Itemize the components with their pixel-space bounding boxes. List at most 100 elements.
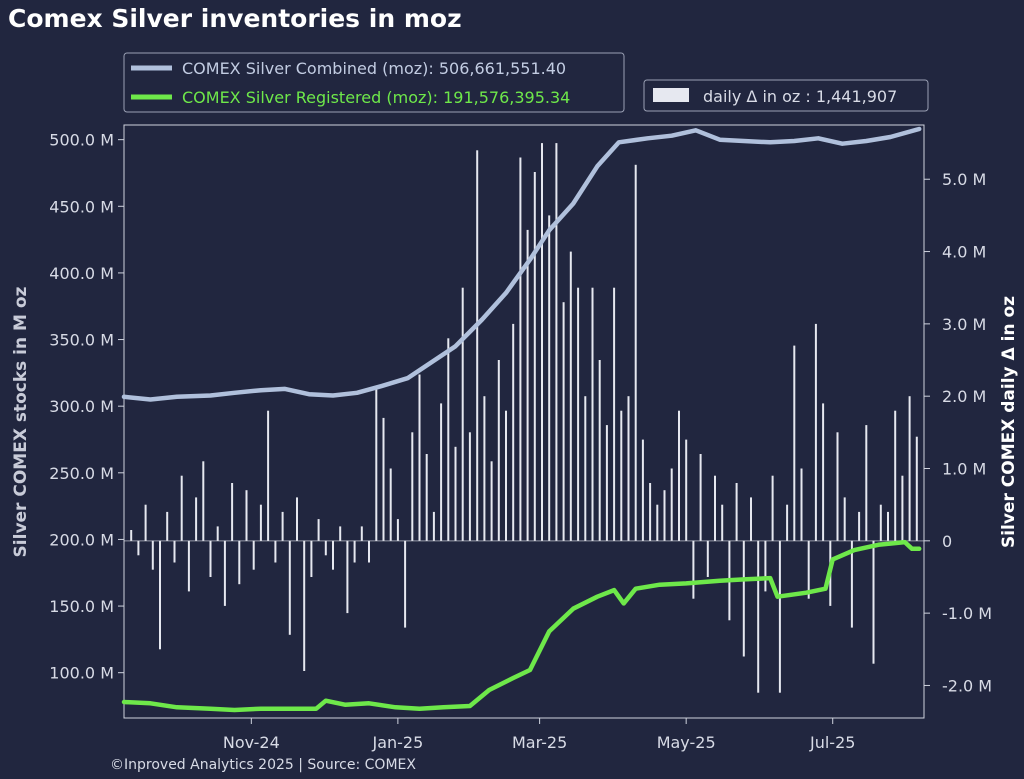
left-tick-label: 450.0 M [49, 197, 114, 216]
daily-delta-bar [533, 172, 536, 541]
left-tick-label: 500.0 M [49, 131, 114, 150]
daily-delta-bar [425, 454, 428, 541]
daily-delta-bar [627, 396, 630, 541]
daily-delta-bar [137, 540, 140, 556]
daily-delta-bar [541, 143, 543, 541]
left-tick-label: 400.0 M [49, 264, 114, 283]
daily-delta-bar [894, 410, 897, 541]
daily-delta-bar [915, 436, 918, 541]
daily-delta-bar [908, 396, 911, 541]
registered-line [121, 539, 922, 713]
legend-bars-swatch [653, 88, 689, 102]
daily-delta-bar [180, 475, 183, 541]
daily-delta-bar [382, 417, 385, 541]
daily-delta-bar [238, 540, 241, 585]
daily-delta-bar [497, 360, 500, 541]
daily-delta-bar [548, 215, 551, 541]
footer-credit: ©Inproved Analytics 2025 | Source: COMEX [110, 757, 416, 773]
daily-delta-bar [339, 526, 342, 541]
daily-delta-bar [584, 396, 587, 541]
daily-delta-bar [901, 475, 904, 541]
daily-delta-bar [800, 468, 803, 541]
left-tick-label: 250.0 M [49, 464, 114, 483]
daily-delta-bar [288, 540, 291, 635]
daily-delta-bar [368, 540, 370, 563]
daily-delta-bar [786, 504, 789, 541]
legend-bars-box [643, 79, 929, 112]
daily-delta-bar [245, 490, 248, 541]
daily-delta-bar [555, 143, 558, 541]
daily-delta-bar [418, 374, 421, 541]
legend-registered-label: COMEX Silver Registered (moz): 191,576,3… [182, 88, 570, 107]
daily-delta-bar [685, 439, 688, 541]
daily-delta-bar [613, 287, 616, 541]
daily-delta-bar [231, 483, 234, 541]
legend-main-box [123, 52, 625, 113]
daily-delta-bar [620, 410, 623, 541]
lines-layer [121, 126, 922, 713]
daily-delta-bar [670, 468, 673, 541]
left-tick-label: 200.0 M [49, 530, 114, 549]
right-tick-label: 5.0 M [942, 170, 986, 189]
daily-delta-bar [432, 511, 435, 541]
daily-delta-bar [634, 164, 637, 541]
legend-main: COMEX Silver Combined (moz): 506,661,551… [123, 52, 625, 113]
daily-delta-bar [721, 504, 724, 541]
right-tick-label: 4.0 M [942, 243, 986, 262]
right-tick-label: -1.0 M [942, 604, 992, 623]
daily-delta-bar [569, 251, 572, 541]
left-axis: 100.0 M 150.0 M 200.0 M 250.0 M 300.0 M 350.0… [49, 131, 124, 683]
daily-delta-bar [598, 360, 601, 541]
right-tick-label: 1.0 M [942, 460, 986, 479]
daily-delta-bar [259, 504, 262, 541]
daily-delta-bar [591, 287, 594, 541]
daily-delta-bar [296, 497, 298, 541]
daily-delta-bar [202, 461, 205, 541]
daily-delta-bar [144, 504, 147, 541]
right-axis-label: Silver COMEX daily Δ in oz [999, 296, 1019, 548]
daily-delta-bar [562, 302, 565, 541]
bars-layer [130, 143, 918, 693]
daily-delta-bar [375, 389, 378, 541]
daily-delta-bar [678, 410, 680, 541]
daily-delta-bar [454, 446, 457, 541]
x-axis: Nov-24 Jan-25 Mar-25 May-25 Jul-25 [223, 718, 855, 752]
daily-delta-bar [735, 483, 738, 541]
daily-delta-bar [519, 157, 522, 541]
daily-delta-bar [461, 287, 464, 541]
left-axis-label: Silver COMEX stocks in M oz [11, 286, 31, 557]
chart-title: Comex Silver inventories in moz [8, 4, 462, 33]
daily-delta-bar [490, 461, 493, 541]
daily-delta-bar [887, 511, 889, 541]
daily-delta-bar [764, 540, 767, 592]
daily-delta-bar [223, 540, 226, 606]
x-tick-label: May-25 [657, 733, 716, 752]
daily-delta-bar [411, 432, 414, 541]
legend-bars-label: daily Δ in oz : 1,441,907 [703, 87, 897, 106]
daily-delta-bar [404, 540, 407, 628]
daily-delta-bar [858, 511, 861, 541]
daily-delta-bar [281, 511, 284, 541]
daily-delta-bar [483, 396, 486, 541]
daily-delta-bar [714, 475, 716, 541]
daily-delta-bar [151, 540, 154, 570]
daily-delta-bar [505, 410, 507, 541]
right-tick-label: 2.0 M [942, 387, 986, 406]
legend-combined-label: COMEX Silver Combined (moz): 506,661,551… [182, 59, 566, 78]
legend-bars: daily Δ in oz : 1,441,907 [643, 79, 929, 112]
daily-delta-bar [706, 540, 709, 577]
daily-delta-bar [807, 540, 810, 599]
daily-delta-bar [742, 540, 745, 657]
left-tick-label: 350.0 M [49, 331, 114, 350]
daily-delta-bar [447, 338, 450, 541]
daily-delta-bar [836, 432, 839, 541]
daily-delta-bar [166, 511, 169, 541]
daily-delta-bar [173, 540, 176, 563]
daily-delta-bar [843, 497, 846, 541]
daily-delta-bar [303, 540, 306, 671]
daily-delta-bar [757, 540, 760, 693]
daily-delta-bar [512, 323, 515, 541]
left-tick-label: 150.0 M [49, 597, 114, 616]
combined-line [121, 126, 922, 402]
